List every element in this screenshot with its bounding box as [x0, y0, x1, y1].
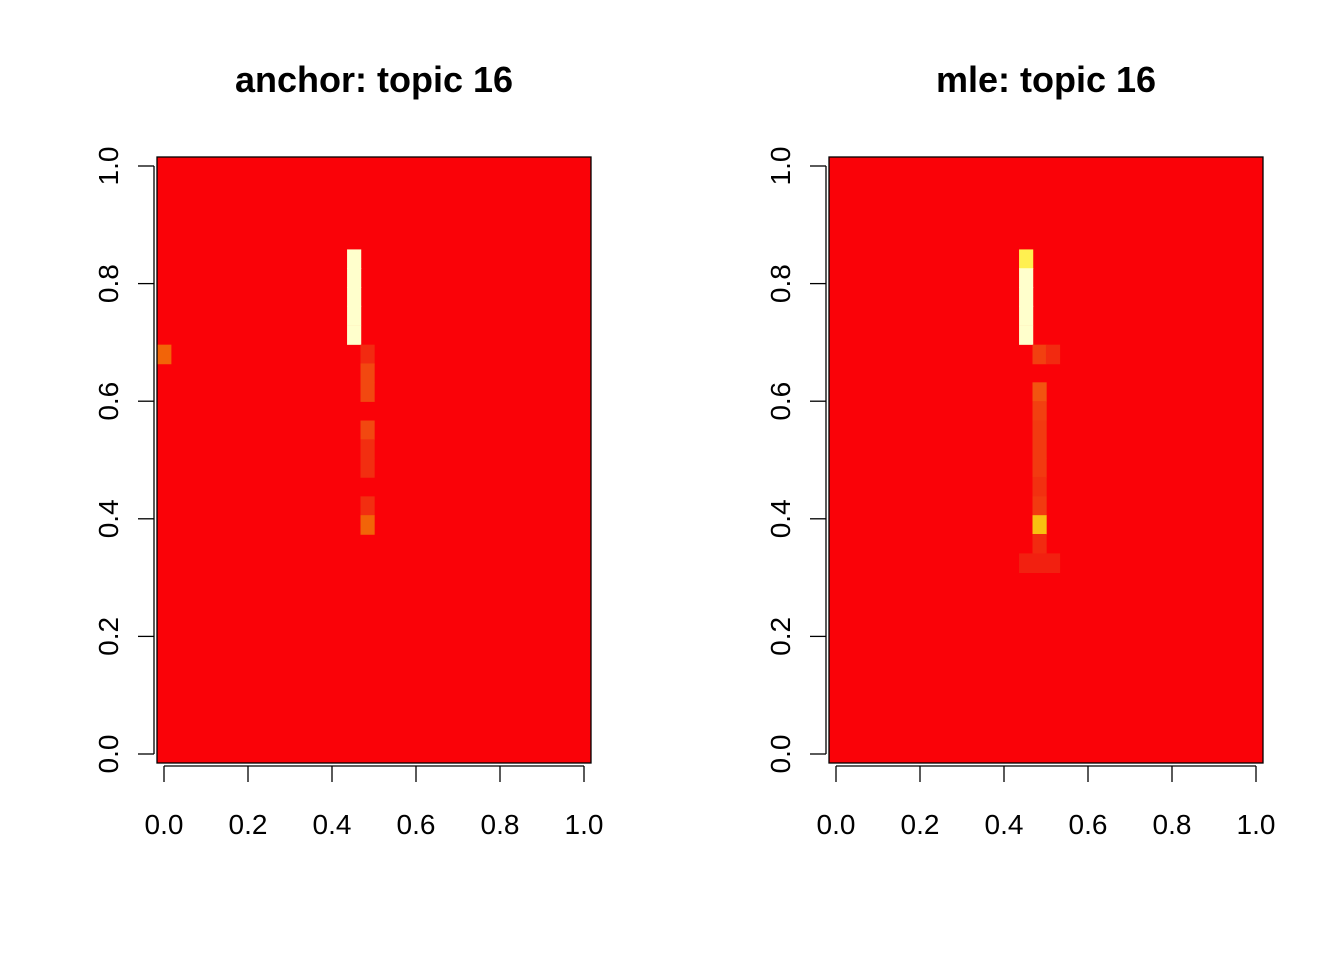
y-tick-label: 0.4 — [93, 499, 124, 538]
chart-title: mle: topic 16 — [936, 59, 1156, 100]
plot-area — [810, 156, 1264, 782]
heatmap-cell — [1019, 287, 1034, 307]
x-tick-label: 1.0 — [1237, 809, 1276, 840]
heatmap-cell — [1032, 439, 1047, 459]
y-tick-label: 1.0 — [765, 147, 796, 186]
heatmap-cell — [347, 249, 362, 269]
heatmap-cell — [1045, 344, 1061, 365]
heatmap-cell — [347, 305, 362, 326]
heatmap-cell — [347, 268, 362, 288]
y-tick-label: 0.8 — [93, 264, 124, 303]
heatmap-cell — [1032, 476, 1047, 497]
heatmap-cell — [1032, 496, 1047, 516]
x-tick-label: 0.4 — [313, 809, 352, 840]
x-axis: 0.0 0.2 0.4 0.6 0.8 1.0 — [145, 809, 604, 840]
x-tick-label: 0.6 — [1069, 809, 1108, 840]
heatmap-cell — [360, 344, 375, 365]
y-tick-label: 0.8 — [765, 264, 796, 303]
chart-mle: mle: topic 16 0.0 0.2 0.4 0.6 0.8 1.0 0.… — [765, 59, 1275, 840]
x-tick-label: 0.0 — [817, 809, 856, 840]
x-tick-label: 0.2 — [229, 809, 268, 840]
x-tick-label: 0.2 — [901, 809, 940, 840]
heatmap-cell — [1032, 458, 1047, 478]
heatmap-cell — [1019, 268, 1034, 288]
heatmap-cell — [1032, 344, 1047, 365]
x-tick-label: 0.4 — [985, 809, 1024, 840]
x-tick-label: 0.8 — [481, 809, 520, 840]
heatmap-cell — [360, 420, 375, 441]
heatmap-cell — [1019, 305, 1034, 326]
heatmap-cell — [1019, 553, 1034, 573]
plot-frame — [156, 156, 592, 764]
y-tick-label: 0.0 — [93, 735, 124, 774]
y-tick-label: 0.4 — [765, 499, 796, 538]
heatmap-cell — [360, 363, 375, 384]
heatmap-cell — [1032, 515, 1047, 535]
x-tick-label: 0.8 — [1153, 809, 1192, 840]
plot-frame — [828, 156, 1264, 764]
heatmap-cell — [157, 344, 172, 365]
y-tick-label: 0.2 — [93, 617, 124, 656]
heatmap-cell — [1019, 325, 1034, 345]
y-tick-label: 0.6 — [93, 382, 124, 421]
y-tick-label: 0.6 — [765, 382, 796, 421]
heatmap-cell — [360, 382, 375, 402]
chart-anchor: anchor: topic 16 0.0 0.2 0.4 0.6 0.8 1.0… — [93, 59, 603, 840]
x-tick-label: 0.0 — [145, 809, 184, 840]
heatmap-cell — [347, 287, 362, 307]
heatmap-cell — [1032, 382, 1047, 402]
heatmap-cell — [360, 515, 375, 535]
heatmap-cell — [1045, 553, 1061, 573]
heatmap-cell — [1032, 553, 1047, 573]
heatmap-cell — [347, 325, 362, 345]
y-tick-label: 1.0 — [93, 147, 124, 186]
heatmap-cell — [1019, 249, 1034, 269]
x-tick-label: 0.6 — [397, 809, 436, 840]
y-axis: 0.0 0.2 0.4 0.6 0.8 1.0 — [765, 147, 796, 774]
x-tick-label: 1.0 — [565, 809, 604, 840]
x-axis: 0.0 0.2 0.4 0.6 0.8 1.0 — [817, 809, 1276, 840]
heatmap-cell — [1032, 420, 1047, 441]
heatmap-cell — [360, 439, 375, 459]
chart-title: anchor: topic 16 — [235, 59, 513, 100]
y-tick-label: 0.0 — [765, 735, 796, 774]
y-axis: 0.0 0.2 0.4 0.6 0.8 1.0 — [93, 147, 124, 774]
plot-area — [138, 156, 592, 782]
heatmap-cell — [360, 496, 375, 516]
heatmap-cell — [1032, 534, 1047, 554]
heatmap-cell — [360, 458, 375, 478]
heatmap-cell — [1032, 401, 1047, 421]
y-tick-label: 0.2 — [765, 617, 796, 656]
